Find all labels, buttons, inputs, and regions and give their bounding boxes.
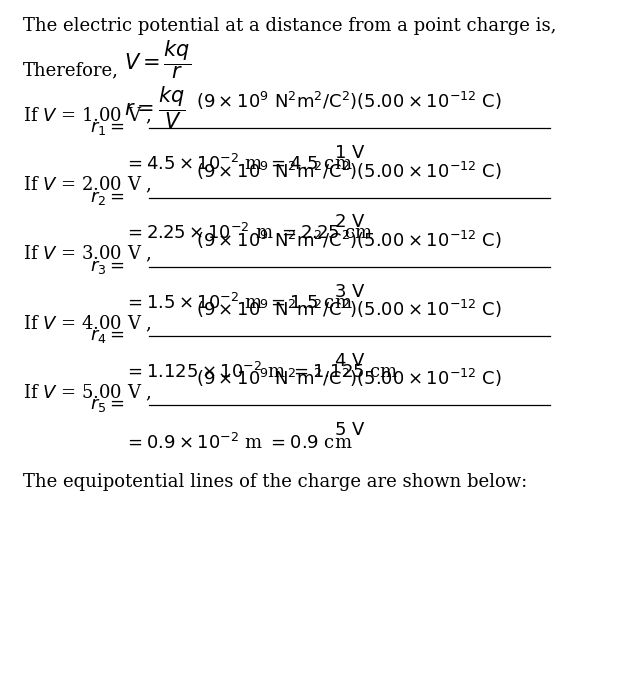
Text: If $V$ = 2.00 V ,: If $V$ = 2.00 V , xyxy=(23,175,152,195)
Text: $(9\times10^9\ \mathrm{N^2m^2/C^2})(5.00\times10^{-12}\ \mathrm{C})$: $(9\times10^9\ \mathrm{N^2m^2/C^2})(5.00… xyxy=(196,298,503,320)
Text: $2\ \mathrm{V}$: $2\ \mathrm{V}$ xyxy=(334,213,365,231)
Text: $5\ \mathrm{V}$: $5\ \mathrm{V}$ xyxy=(334,421,365,439)
Text: $= 4.5 \times 10^{-2}$ m $= 4.5$ cm: $= 4.5 \times 10^{-2}$ m $= 4.5$ cm xyxy=(124,154,353,174)
Text: $1\ \mathrm{V}$: $1\ \mathrm{V}$ xyxy=(334,144,365,162)
Text: If $V$ = 5.00 V ,: If $V$ = 5.00 V , xyxy=(23,383,152,403)
Text: The electric potential at a distance from a point charge is,: The electric potential at a distance fro… xyxy=(23,17,556,35)
Text: If $V$ = 1.00 V ,: If $V$ = 1.00 V , xyxy=(23,105,152,125)
Text: $= 2.25 \times 10^{-2}$ m $= 2.25$ cm: $= 2.25 \times 10^{-2}$ m $= 2.25$ cm xyxy=(124,223,374,243)
Text: $(9\times10^9\ \mathrm{N^2m^2/C^2})(5.00\times10^{-12}\ \mathrm{C})$: $(9\times10^9\ \mathrm{N^2m^2/C^2})(5.00… xyxy=(196,367,503,389)
Text: Therefore,: Therefore, xyxy=(23,61,118,79)
Text: $(9\times10^9\ \mathrm{N^2m^2/C^2})(5.00\times10^{-12}\ \mathrm{C})$: $(9\times10^9\ \mathrm{N^2m^2/C^2})(5.00… xyxy=(196,159,503,182)
Text: $r_3 =$: $r_3 =$ xyxy=(90,258,125,276)
Text: If $V$ = 4.00 V ,: If $V$ = 4.00 V , xyxy=(23,313,152,333)
Text: The equipotential lines of the charge are shown below:: The equipotential lines of the charge ar… xyxy=(23,473,527,491)
Text: If $V$ = 3.00 V ,: If $V$ = 3.00 V , xyxy=(23,244,152,264)
Text: $(9\times10^9\ \mathrm{N^2m^2/C^2})(5.00\times10^{-12}\ \mathrm{C})$: $(9\times10^9\ \mathrm{N^2m^2/C^2})(5.00… xyxy=(196,229,503,251)
Text: $r_4 =$: $r_4 =$ xyxy=(90,327,125,345)
Text: $= 0.9 \times 10^{-2}$ m $= 0.9$ cm: $= 0.9 \times 10^{-2}$ m $= 0.9$ cm xyxy=(124,433,353,453)
Text: $r_1 =$: $r_1 =$ xyxy=(90,119,125,137)
Text: $3\ \mathrm{V}$: $3\ \mathrm{V}$ xyxy=(334,283,365,301)
Text: $r_5 =$: $r_5 =$ xyxy=(90,396,125,414)
Text: $V = \dfrac{kq}{r}$: $V = \dfrac{kq}{r}$ xyxy=(124,38,191,80)
Text: $= 1.5 \times 10^{-2}$ m $= 1.5$ cm: $= 1.5 \times 10^{-2}$ m $= 1.5$ cm xyxy=(124,292,353,313)
Text: $4\ \mathrm{V}$: $4\ \mathrm{V}$ xyxy=(334,352,365,370)
Text: $(9\times10^9\ \mathrm{N^2m^2/C^2})(5.00\times10^{-12}\ \mathrm{C})$: $(9\times10^9\ \mathrm{N^2m^2/C^2})(5.00… xyxy=(196,90,503,112)
Text: $r_2 =$: $r_2 =$ xyxy=(90,188,125,207)
Text: $= 1.125 \times 10^{-2}$ m $= 1.125$ cm: $= 1.125 \times 10^{-2}$ m $= 1.125$ cm xyxy=(124,362,398,382)
Text: $r = \dfrac{kq}{V}$: $r = \dfrac{kq}{V}$ xyxy=(124,85,186,131)
